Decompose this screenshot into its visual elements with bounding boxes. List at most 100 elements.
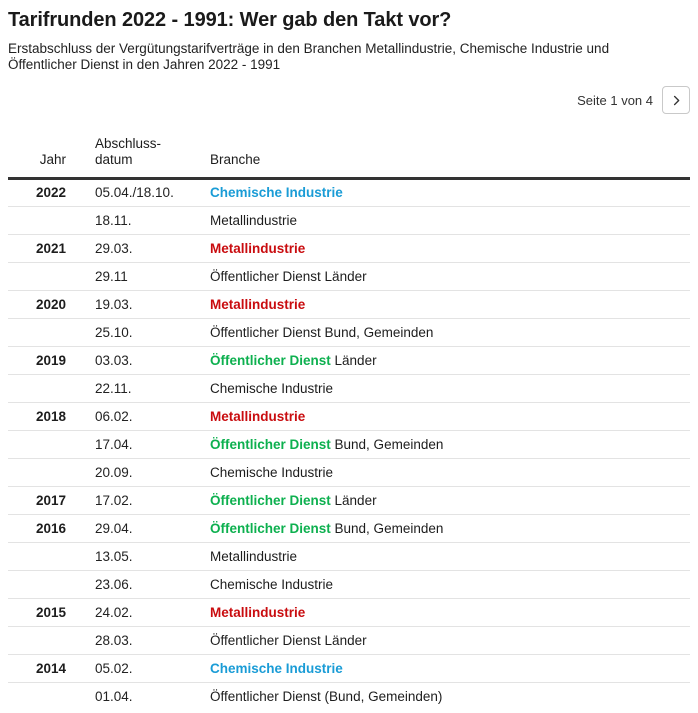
branche-cell: Öffentlicher Dienst Bund, Gemeinden: [210, 514, 690, 543]
branche-rest: Chemische Industrie: [210, 576, 334, 592]
branche-cell: Metallindustrie: [210, 206, 690, 235]
branche-highlight: Öffentlicher Dienst: [210, 436, 331, 452]
pagination: Seite 1 von 4: [8, 86, 690, 114]
branche-rest: Öffentlicher Dienst Länder: [210, 632, 367, 648]
branche-rest: Länder: [330, 352, 377, 368]
year-cell: [8, 682, 66, 711]
table-row: 2022 05.04./18.10. Chemische Industrie: [8, 179, 690, 207]
date-cell: 17.04.: [66, 430, 210, 459]
date-cell: 20.09.: [66, 458, 210, 487]
column-header-abschlussdatum-line2: datum: [95, 152, 133, 167]
column-header-abschlussdatum: Abschluss- datum: [66, 116, 210, 180]
date-cell: 17.02.: [66, 486, 210, 515]
table-row: 17.04. Öffentlicher Dienst Bund, Gemeind…: [8, 430, 690, 459]
branche-highlight: Metallindustrie: [210, 240, 306, 256]
table-row: 2021 29.03. Metallindustrie: [8, 234, 690, 263]
branche-cell: Chemische Industrie: [210, 570, 690, 599]
branche-cell: Öffentlicher Dienst Länder: [210, 626, 690, 655]
chevron-right-icon: [670, 94, 683, 107]
branche-cell: Öffentlicher Dienst Bund, Gemeinden: [210, 318, 690, 347]
branche-highlight: Metallindustrie: [210, 408, 306, 424]
page-title: Tarifrunden 2022 - 1991: Wer gab den Tak…: [8, 9, 452, 31]
date-cell: 23.06.: [66, 570, 210, 599]
date-cell: 03.03.: [66, 346, 210, 375]
branche-rest: Bund, Gemeinden: [330, 520, 444, 536]
table-row: 28.03. Öffentlicher Dienst Länder: [8, 626, 690, 655]
branche-cell: Chemische Industrie: [210, 654, 690, 683]
branche-rest: Bund, Gemeinden: [330, 436, 444, 452]
branche-rest: Öffentlicher Dienst (Bund, Gemeinden): [210, 688, 443, 704]
date-cell: 05.02.: [66, 654, 210, 683]
date-cell: 29.11: [66, 262, 210, 291]
year-cell: 2015: [8, 598, 66, 627]
table-header: Jahr Abschluss- datum Branche: [8, 116, 690, 180]
branche-cell: Metallindustrie: [210, 402, 690, 431]
branche-highlight: Chemische Industrie: [210, 660, 343, 676]
date-cell: 06.02.: [66, 402, 210, 431]
pagination-label: Seite 1 von 4: [577, 92, 653, 108]
date-cell: 24.02.: [66, 598, 210, 627]
year-cell: [8, 318, 66, 347]
page-subtitle: Erstabschluss der Vergütungstarifverträg…: [8, 41, 610, 72]
year-cell: [8, 206, 66, 235]
date-cell: 19.03.: [66, 290, 210, 319]
table-row: 2014 05.02. Chemische Industrie: [8, 654, 690, 683]
date-cell: 29.03.: [66, 234, 210, 263]
branche-rest: Chemische Industrie: [210, 380, 334, 396]
branche-highlight: Öffentlicher Dienst: [210, 352, 331, 368]
branche-cell: Metallindustrie: [210, 290, 690, 319]
branche-highlight: Metallindustrie: [210, 296, 306, 312]
table-row: 2019 03.03. Öffentlicher Dienst Länder: [8, 346, 690, 375]
column-header-jahr: Jahr: [8, 116, 66, 180]
table-row: 18.11. Metallindustrie: [8, 206, 690, 235]
table-row: 25.10. Öffentlicher Dienst Bund, Gemeind…: [8, 318, 690, 347]
table-row: 2015 24.02. Metallindustrie: [8, 598, 690, 627]
table-row: 2017 17.02. Öffentlicher Dienst Länder: [8, 486, 690, 515]
branche-cell: Metallindustrie: [210, 542, 690, 571]
tariff-table: Jahr Abschluss- datum Branche 2022 05.04…: [8, 116, 690, 711]
date-cell: 01.04.: [66, 682, 210, 711]
branche-highlight: Öffentlicher Dienst: [210, 520, 331, 536]
branche-cell: Metallindustrie: [210, 234, 690, 263]
branche-cell: Öffentlicher Dienst Länder: [210, 346, 690, 375]
date-cell: 22.11.: [66, 374, 210, 403]
branche-rest: Metallindustrie: [210, 212, 298, 228]
date-cell: 28.03.: [66, 626, 210, 655]
branche-cell: Chemische Industrie: [210, 374, 690, 403]
branche-cell: Öffentlicher Dienst Länder: [210, 486, 690, 515]
branche-rest: Öffentlicher Dienst Länder: [210, 268, 367, 284]
branche-highlight: Öffentlicher Dienst: [210, 492, 331, 508]
branche-rest: Chemische Industrie: [210, 464, 334, 480]
table-row: 2018 06.02. Metallindustrie: [8, 402, 690, 431]
branche-cell: Chemische Industrie: [210, 179, 690, 207]
branche-rest: Metallindustrie: [210, 548, 298, 564]
table-row: 2020 19.03. Metallindustrie: [8, 290, 690, 319]
branche-cell: Öffentlicher Dienst Länder: [210, 262, 690, 291]
year-cell: 2016: [8, 514, 66, 543]
year-cell: [8, 374, 66, 403]
branche-rest: Länder: [330, 492, 377, 508]
date-cell: 05.04./18.10.: [95, 185, 174, 200]
year-cell: 2020: [8, 290, 66, 319]
year-cell: 2018: [8, 402, 66, 431]
year-cell: [8, 262, 66, 291]
table-body: 2022 05.04./18.10. Chemische Industrie 1…: [8, 179, 690, 711]
table-row: 23.06. Chemische Industrie: [8, 570, 690, 599]
table-row: 22.11. Chemische Industrie: [8, 374, 690, 403]
next-page-button[interactable]: [662, 86, 690, 114]
branche-cell: Öffentlicher Dienst (Bund, Gemeinden): [210, 682, 690, 711]
column-header-branche: Branche: [210, 116, 690, 180]
date-cell: 18.11.: [66, 206, 210, 235]
year-cell: [8, 430, 66, 459]
year-cell: 2019: [8, 346, 66, 375]
year-cell: [8, 626, 66, 655]
branche-highlight: Metallindustrie: [210, 604, 306, 620]
year-cell: 2017: [8, 486, 66, 515]
branche-cell: Metallindustrie: [210, 598, 690, 627]
date-cell: 25.10.: [66, 318, 210, 347]
table-row: 20.09. Chemische Industrie: [8, 458, 690, 487]
branche-cell: Chemische Industrie: [210, 458, 690, 487]
year-cell: 2014: [8, 654, 66, 683]
branche-rest: Öffentlicher Dienst Bund, Gemeinden: [210, 324, 434, 340]
